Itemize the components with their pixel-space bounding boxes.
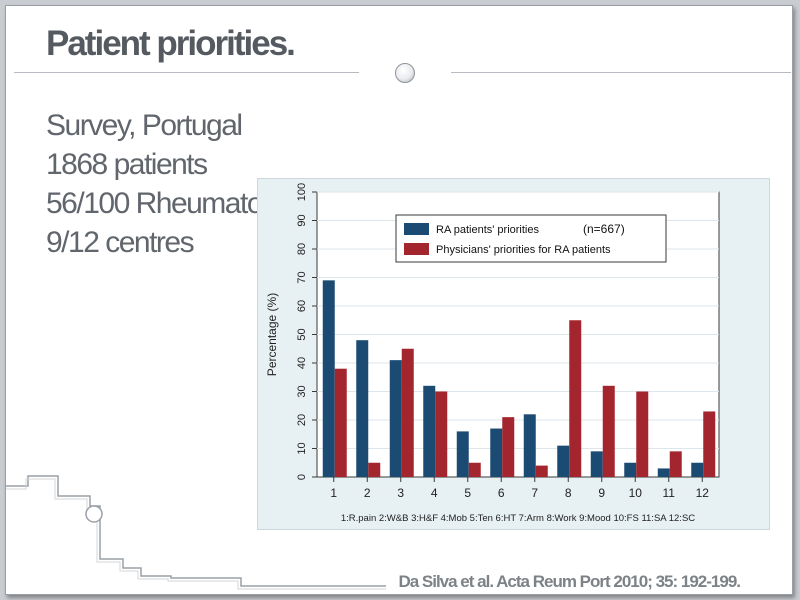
bar-physicians-8 [569, 320, 582, 477]
y-tick-label: 30 [296, 385, 308, 397]
bar-patients-7 [523, 414, 536, 477]
y-tick-label: 10 [296, 442, 308, 454]
y-tick-label: 70 [296, 271, 308, 283]
bar-patients-12 [691, 462, 704, 477]
bullet-patients: 1868 patients [46, 148, 208, 181]
y-tick-label: 100 [296, 183, 308, 201]
x-tick-label: 4 [431, 486, 438, 500]
x-tick-label: 2 [364, 486, 371, 500]
bar-patients-5 [456, 431, 469, 477]
x-tick-label: 11 [663, 486, 676, 500]
category-legend: 1:R.pain 2:W&B 3:H&F 4:Mob 5:Ten 6:HT 7:… [341, 513, 695, 524]
bar-patients-2 [356, 340, 369, 477]
y-tick-label: 60 [296, 300, 308, 312]
title-divider-right [451, 72, 791, 73]
bar-patients-1 [322, 280, 335, 477]
y-tick-label: 20 [296, 414, 308, 426]
bar-physicians-7 [535, 465, 548, 477]
bar-physicians-10 [636, 391, 649, 477]
bullet-centres: 9/12 centres [46, 226, 195, 259]
x-tick-label: 6 [498, 486, 505, 500]
y-tick-label: 80 [296, 243, 308, 255]
title-divider-left [14, 72, 359, 73]
legend-swatch-patients [404, 223, 429, 235]
bar-physicians-3 [401, 348, 414, 477]
slide: Patient priorities. Survey, Portugal 186… [5, 5, 793, 595]
y-axis-label: Percentage (%) [265, 293, 279, 376]
bar-patients-4 [423, 385, 436, 477]
x-tick-label: 3 [397, 486, 404, 500]
bar-physicians-1 [334, 368, 347, 477]
bar-patients-9 [590, 451, 603, 477]
legend-label-physicians: Physicians' priorities for RA patients [436, 244, 611, 256]
legend-box [395, 214, 667, 263]
bar-patients-3 [389, 360, 402, 477]
citation: Da Silva et al. Acta Reum Port 2010; 35:… [398, 572, 741, 591]
x-tick-label: 10 [629, 486, 643, 500]
bar-physicians-2 [368, 462, 381, 477]
legend-swatch-physicians [404, 243, 429, 255]
x-tick-label: 8 [565, 486, 572, 500]
x-tick-label: 9 [598, 486, 605, 500]
bar-patients-10 [624, 462, 637, 477]
bullet-survey: Survey, Portugal [46, 109, 243, 142]
bar-physicians-4 [435, 391, 448, 477]
legend-label-patients: RA patients' priorities [436, 224, 539, 236]
bar-physicians-6 [502, 417, 515, 477]
chart-panel: 0 10 20 30 40 50 60 70 80 90 100 Percentage (%) 1 2 3 4… [257, 178, 770, 530]
slide-title: Patient priorities. [46, 24, 296, 63]
bar-physicians-5 [468, 462, 481, 477]
bar-physicians-12 [703, 411, 716, 477]
y-tick-label: 90 [296, 214, 308, 226]
divider-knob-icon [395, 63, 415, 83]
x-tick-label: 5 [464, 486, 471, 500]
x-tick-label: 7 [531, 486, 538, 500]
y-tick-label: 0 [296, 474, 308, 480]
legend-note: (n=667) [583, 222, 625, 236]
y-tick-label: 50 [296, 328, 308, 340]
y-tick-label: 40 [296, 357, 308, 369]
bar-physicians-9 [602, 385, 615, 477]
x-tick-label: 1 [330, 486, 337, 500]
x-tick-label: 12 [696, 486, 710, 500]
bar-physicians-11 [669, 451, 682, 477]
bar-patients-8 [557, 445, 570, 477]
bar-patients-11 [657, 468, 670, 477]
bar-patients-6 [490, 428, 503, 477]
